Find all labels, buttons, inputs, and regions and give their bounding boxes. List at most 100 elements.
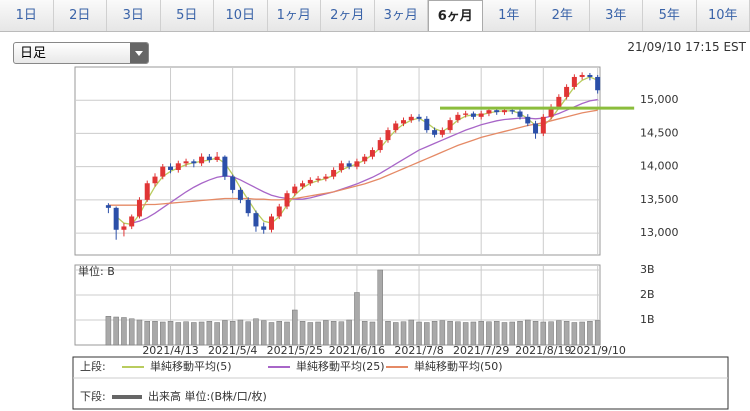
candle-body — [517, 111, 523, 117]
volume-bar — [431, 321, 438, 346]
x-tick-label: 2021/7/8 — [394, 344, 443, 357]
candle-body — [377, 140, 383, 151]
dropdown-arrow[interactable] — [130, 43, 148, 63]
candle-body — [323, 176, 329, 179]
candle-body — [183, 161, 189, 164]
volume-bar — [121, 317, 127, 346]
volume-bar — [587, 321, 593, 346]
volume-bar — [400, 321, 407, 346]
volume-bar — [455, 321, 461, 346]
volume-bar — [315, 321, 321, 346]
tab[interactable]: 1ヶ月 — [267, 0, 321, 31]
tab[interactable]: 5日 — [160, 0, 214, 31]
volume-bar — [113, 316, 119, 346]
legend-box — [72, 356, 729, 410]
volume-bar — [548, 321, 554, 346]
tab[interactable]: 10日 — [214, 0, 268, 31]
candle-body — [307, 179, 313, 184]
tab[interactable]: 2年 — [536, 0, 590, 31]
candle-body — [105, 205, 111, 208]
volume-bar — [525, 319, 531, 346]
volume-bar — [501, 322, 508, 346]
legend-label: 単純移動平均(5) — [150, 359, 232, 373]
tab[interactable]: 3日 — [107, 0, 161, 31]
volume-bar — [517, 321, 523, 346]
candle-body — [501, 110, 507, 113]
y-tick-label: 1B — [640, 313, 655, 326]
volume-bar — [462, 322, 469, 346]
legend-label: 単純移動平均(50) — [414, 359, 503, 373]
candle-body — [369, 150, 375, 157]
tab[interactable]: 1日 — [0, 0, 54, 31]
candle-body — [478, 113, 484, 117]
volume-bar — [229, 321, 236, 346]
tab[interactable]: 1年 — [482, 0, 536, 31]
candle-body — [331, 169, 337, 177]
candle-body — [571, 76, 577, 87]
candle-body — [595, 76, 601, 91]
volume-bar — [579, 321, 585, 346]
volume-bar — [447, 321, 453, 346]
tab[interactable]: 6ヶ月 — [428, 0, 483, 31]
volume-bar — [299, 321, 306, 346]
candle-body — [276, 206, 282, 217]
candle-body — [540, 116, 546, 134]
dropdown[interactable]: 日足 — [13, 42, 149, 64]
tab[interactable]: 3年 — [589, 0, 643, 31]
volume-bar — [486, 321, 492, 346]
x-tick-label: 2021/6/16 — [329, 344, 385, 357]
candle-body — [191, 161, 197, 164]
candle-body — [160, 166, 166, 177]
volume-bar — [160, 321, 166, 346]
volume-bar — [354, 292, 360, 346]
candle-body — [401, 120, 407, 124]
volume-bar — [540, 321, 547, 346]
volume-bar — [206, 321, 213, 346]
volume-bar — [323, 320, 329, 346]
candle-body — [113, 207, 119, 230]
tab-bar: 1日 2日 3日 5日 10日 1ヶ月 2ヶ月 3ヶ月 6ヶ月 1年 2年 3年 5年 10年 — [0, 0, 750, 32]
volume-bar — [424, 322, 430, 346]
dropdown-label: 日足 — [20, 46, 47, 61]
volume-bar — [509, 321, 515, 346]
y-tick-label: 14,500 — [640, 126, 679, 139]
volume-bar — [369, 321, 376, 346]
candle-body — [455, 114, 461, 121]
tab[interactable]: 2ヶ月 — [321, 0, 375, 31]
y-tick-label: 14,000 — [640, 160, 679, 173]
y-tick-label: 2B — [640, 288, 655, 301]
tab[interactable]: 10年 — [696, 0, 750, 31]
candle-body — [556, 96, 562, 107]
legend-row-label: 下段: — [80, 389, 106, 403]
candle-body — [230, 176, 236, 190]
candle-body — [129, 216, 135, 227]
volume-bar — [167, 321, 174, 346]
timestamp: 21/09/10 17:15 EST — [627, 40, 746, 54]
volume-bar — [191, 322, 197, 346]
tab[interactable]: 3ヶ月 — [374, 0, 428, 31]
candle-body — [533, 123, 539, 134]
volume-bar — [330, 321, 337, 346]
volume-bar — [128, 318, 135, 346]
candle-body — [385, 130, 391, 141]
volume-bar — [292, 309, 298, 346]
x-tick-label: 2021/4/13 — [142, 344, 198, 357]
plot-frame — [74, 66, 601, 256]
candle-body — [253, 213, 259, 227]
candle-body — [245, 199, 251, 214]
volume-bar — [214, 322, 220, 346]
y-tick-label: 3B — [640, 263, 655, 276]
volume-bar — [361, 321, 368, 346]
volume-bar — [346, 319, 352, 346]
candle-body — [439, 130, 445, 135]
tab[interactable]: 2日 — [53, 0, 107, 31]
volume-bar — [144, 321, 150, 346]
candle-body — [579, 74, 585, 77]
tab[interactable]: 5年 — [643, 0, 697, 31]
candle-body — [486, 110, 492, 114]
volume-bar — [260, 320, 267, 346]
volume-bar — [392, 322, 399, 346]
candle-body — [393, 123, 399, 131]
